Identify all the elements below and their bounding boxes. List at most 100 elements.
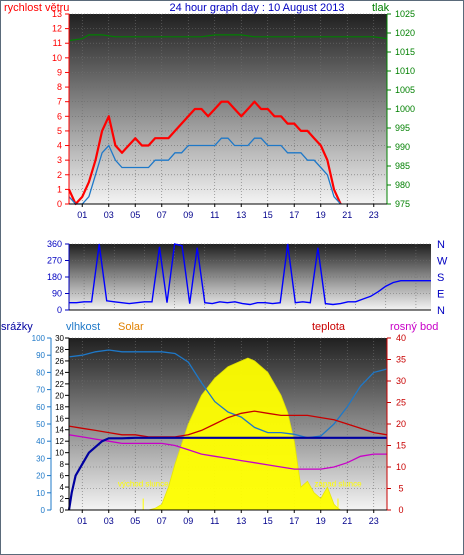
- direction-series: [69, 243, 431, 306]
- temperature-tick-label: 5: [398, 484, 403, 494]
- compass-label: N: [437, 305, 445, 317]
- direction-tick-label: 90: [52, 289, 62, 299]
- time-tick-label: 23: [369, 516, 379, 526]
- time-tick-label: 17: [289, 516, 299, 526]
- rain-tick-label: 30: [55, 334, 64, 343]
- pressure-tick-label: 1025: [395, 9, 415, 19]
- time-tick-label: 07: [157, 516, 167, 526]
- humidity-title: vlhkost: [66, 321, 100, 333]
- temperature-tick-label: 10: [396, 462, 406, 472]
- pressure-tick-label: 985: [395, 161, 410, 171]
- pressure-tick-label: 1010: [395, 66, 415, 76]
- time-tick-label: 01: [77, 210, 87, 220]
- wind-tick-label: 3: [57, 155, 62, 165]
- wind-plot-area: [69, 14, 387, 204]
- time-tick-label: 21: [342, 516, 352, 526]
- temperature-tick-label: 30: [396, 376, 406, 386]
- solar-area: [69, 357, 387, 511]
- time-tick-label: 09: [183, 210, 193, 220]
- time-tick-label: 05: [130, 516, 140, 526]
- rain-tick-label: 12: [55, 437, 64, 446]
- rain-tick-label: 28: [55, 345, 64, 354]
- rain-tick-label: 26: [55, 357, 64, 366]
- temperature-tick-label: 15: [396, 441, 406, 451]
- rain-tick-label: 6: [60, 472, 65, 481]
- wind-tick-label: 5: [57, 126, 62, 136]
- time-tick-label: 13: [236, 210, 246, 220]
- time-tick-label: 19: [316, 516, 326, 526]
- rain-tick-label: 16: [55, 414, 64, 423]
- wind-average-line: [68, 137, 342, 205]
- time-tick-label: 19: [316, 210, 326, 220]
- temperature-tick-label: 0: [398, 505, 403, 515]
- time-tick-label: 15: [263, 210, 273, 220]
- temperature-tick-label: 20: [396, 419, 406, 429]
- temperature-line: [68, 410, 388, 438]
- wind-tick-label: 0: [57, 199, 62, 209]
- humidity-tick-label: 20: [36, 472, 45, 481]
- time-tick-label: 07: [157, 210, 167, 220]
- humidity-tick-label: 70: [36, 386, 45, 395]
- rain-tick-label: 4: [60, 483, 65, 492]
- compass-label: N: [437, 239, 445, 251]
- wind-tick-label: 7: [57, 97, 62, 107]
- graph-title: 24 hour graph day : 10 August 2013: [170, 2, 345, 14]
- direction-tick-label: 360: [47, 239, 62, 249]
- wind-tick-label: 9: [57, 67, 62, 77]
- pressure-tick-label: 1005: [395, 85, 415, 95]
- temperature-tick-label: 40: [396, 333, 406, 343]
- rain-tick-label: 2: [60, 495, 65, 504]
- temperature-tick-label: 25: [396, 398, 406, 408]
- sunset-label: západ slunce: [314, 479, 362, 488]
- rain-tick-label: 18: [55, 403, 64, 412]
- pressure-tick-label: 1020: [395, 28, 415, 38]
- compass-label: E: [437, 289, 444, 301]
- wind-tick-label: 2: [57, 170, 62, 180]
- humidity-tick-label: 100: [32, 334, 46, 343]
- sunrise-label: východ slunce: [118, 479, 169, 488]
- rain-tick-label: 10: [55, 449, 64, 458]
- humidity-tick-label: 80: [36, 368, 45, 377]
- time-tick-label: 03: [104, 210, 114, 220]
- rain-tick-label: 14: [55, 426, 64, 435]
- time-tick-label: 09: [183, 516, 193, 526]
- wind-title: rychlost větru: [4, 2, 69, 14]
- time-tick-label: 11: [210, 516, 219, 526]
- direction-tick-label: 0: [57, 305, 62, 315]
- wind-direction-line: [69, 243, 431, 306]
- time-tick-label: 17: [289, 210, 299, 220]
- climate-series: východ slunce západ slunce: [67, 349, 388, 511]
- pressure-tick-label: 995: [395, 123, 410, 133]
- time-tick-label: 11: [210, 210, 219, 220]
- humidity-tick-label: 10: [36, 489, 45, 498]
- rain-tick-label: 20: [55, 391, 64, 400]
- wind-tick-label: 4: [57, 141, 62, 151]
- humidity-tick-label: 0: [41, 506, 46, 515]
- wind-tick-label: 11: [53, 38, 62, 48]
- time-tick-label: 21: [342, 210, 352, 220]
- humidity-tick-label: 30: [36, 454, 45, 463]
- wind-tick-label: 8: [57, 82, 62, 92]
- pressure-tick-label: 1000: [395, 104, 415, 114]
- pressure-tick-label: 990: [395, 142, 410, 152]
- wind-tick-label: 1: [57, 184, 62, 194]
- rain-tick-label: 8: [60, 460, 65, 469]
- temperature-title: teplota: [312, 321, 346, 333]
- rain-line: [67, 436, 387, 511]
- solar-title: Solar: [118, 321, 144, 333]
- humidity-tick-label: 90: [36, 351, 45, 360]
- rain-tick-label: 24: [55, 368, 64, 377]
- rain-tick-label: 22: [55, 380, 64, 389]
- wind-tick-label: 12: [52, 24, 62, 34]
- wind-axes: 0123456789101112139759809859909951000100…: [52, 9, 415, 220]
- time-tick-label: 13: [236, 516, 246, 526]
- time-tick-label: 01: [77, 516, 87, 526]
- climate-axes: 0102030405060708090100024681012141618202…: [32, 333, 406, 526]
- dewpoint-title: rosný bod: [390, 321, 438, 333]
- pressure-tick-label: 1015: [395, 47, 415, 57]
- direction-tick-label: 270: [47, 256, 62, 266]
- temperature-tick-label: 35: [396, 355, 406, 365]
- pressure-line: [68, 34, 388, 42]
